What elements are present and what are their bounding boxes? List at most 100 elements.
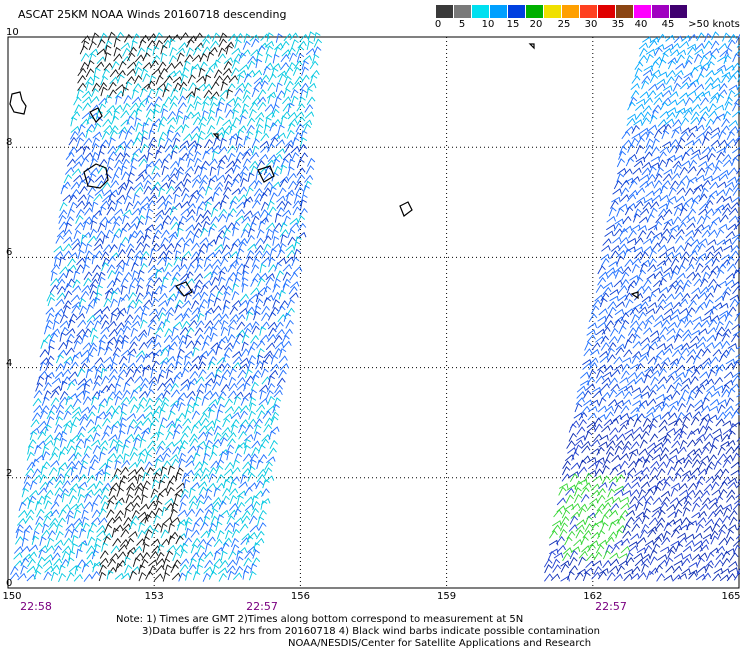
wind-barb <box>216 116 224 126</box>
wind-barb <box>612 188 622 195</box>
wind-barb <box>208 467 217 476</box>
wind-barb <box>128 291 137 301</box>
wind-barb <box>684 319 694 328</box>
wind-barb <box>288 52 298 62</box>
wind-barb <box>207 528 216 538</box>
wind-barb <box>611 454 621 463</box>
wind-barb <box>127 233 136 244</box>
wind-barb <box>75 145 85 153</box>
wind-barb <box>226 97 236 105</box>
wind-barb <box>219 32 227 42</box>
wind-barb <box>210 91 220 100</box>
wind-barb <box>694 223 705 232</box>
wind-barb <box>707 239 717 246</box>
wind-barb <box>705 118 715 128</box>
wind-barb <box>50 397 60 406</box>
wind-barb <box>209 391 219 400</box>
wind-barb <box>673 428 683 436</box>
wind-barb <box>630 489 640 497</box>
wind-barb <box>146 39 156 49</box>
wind-barb <box>110 313 118 323</box>
wind-barb <box>112 516 123 524</box>
wind-barb <box>62 250 72 259</box>
wind-barb <box>568 423 577 433</box>
wind-barb <box>109 69 119 78</box>
wind-barb <box>261 312 270 322</box>
wind-barb <box>154 500 163 510</box>
wind-barb <box>190 189 200 197</box>
wind-barb <box>204 559 214 569</box>
wind-barb <box>639 439 648 449</box>
wind-barb <box>229 488 239 496</box>
wind-barb <box>677 537 688 545</box>
wind-barb <box>244 550 254 559</box>
wind-barb <box>175 299 184 309</box>
wind-barb <box>271 63 281 71</box>
lon-label: 162 <box>583 591 603 602</box>
wind-barb <box>711 216 721 224</box>
wind-barb <box>710 175 721 182</box>
wind-barb <box>619 496 630 503</box>
wind-barb <box>605 411 614 420</box>
wind-barb <box>170 334 181 343</box>
wind-barb <box>118 186 127 196</box>
wind-barb <box>144 215 153 226</box>
wind-barb <box>202 34 212 42</box>
wind-barb <box>597 571 607 580</box>
wind-barb <box>251 215 260 225</box>
wind-barb <box>160 347 169 357</box>
wind-barb <box>236 329 246 338</box>
wind-barb <box>641 80 650 90</box>
wind-barb <box>712 166 722 175</box>
wind-barb <box>266 200 275 210</box>
wind-barb <box>727 524 738 531</box>
wind-barb <box>667 284 677 293</box>
wind-barb <box>177 102 187 111</box>
wind-barb <box>115 152 124 161</box>
wind-barb <box>595 457 605 464</box>
wind-barb <box>123 194 132 205</box>
wind-barb <box>721 74 730 84</box>
wind-barb <box>251 325 260 335</box>
wind-barb <box>662 173 672 182</box>
wind-barb <box>121 222 131 231</box>
wind-barb <box>299 82 309 92</box>
wind-barb <box>649 74 659 84</box>
wind-barb <box>228 33 238 42</box>
wind-barb <box>693 532 703 540</box>
wind-barb <box>636 196 646 203</box>
wind-barb <box>107 558 116 568</box>
wind-barb <box>584 430 593 441</box>
wind-barb <box>82 216 93 225</box>
wind-barb <box>270 415 279 426</box>
wind-barb <box>650 162 660 169</box>
wind-barb <box>624 292 633 301</box>
wind-barb <box>674 279 684 288</box>
wind-barb <box>645 48 656 55</box>
wind-barb <box>82 145 91 155</box>
wind-barb <box>256 516 265 526</box>
wind-barb <box>591 386 602 393</box>
wind-barb <box>81 284 91 293</box>
wind-barb <box>700 319 710 328</box>
wind-barb <box>200 215 211 224</box>
wind-barb <box>621 357 632 363</box>
wind-barb <box>722 291 731 301</box>
wind-barb <box>170 382 179 392</box>
legend-swatch <box>616 5 634 18</box>
wind-barb <box>702 348 711 357</box>
wind-barb <box>211 508 219 518</box>
wind-barb <box>127 171 135 182</box>
wind-barb <box>142 234 151 244</box>
wind-barb <box>564 536 573 546</box>
wind-barb <box>232 459 240 469</box>
wind-barb <box>616 433 626 442</box>
wind-barb <box>172 429 181 440</box>
wind-barb <box>708 278 717 287</box>
wind-barb <box>64 222 72 232</box>
wind-barb <box>578 478 588 485</box>
wind-barb <box>648 83 658 91</box>
wind-barb <box>634 237 644 246</box>
wind-barb <box>667 107 677 114</box>
